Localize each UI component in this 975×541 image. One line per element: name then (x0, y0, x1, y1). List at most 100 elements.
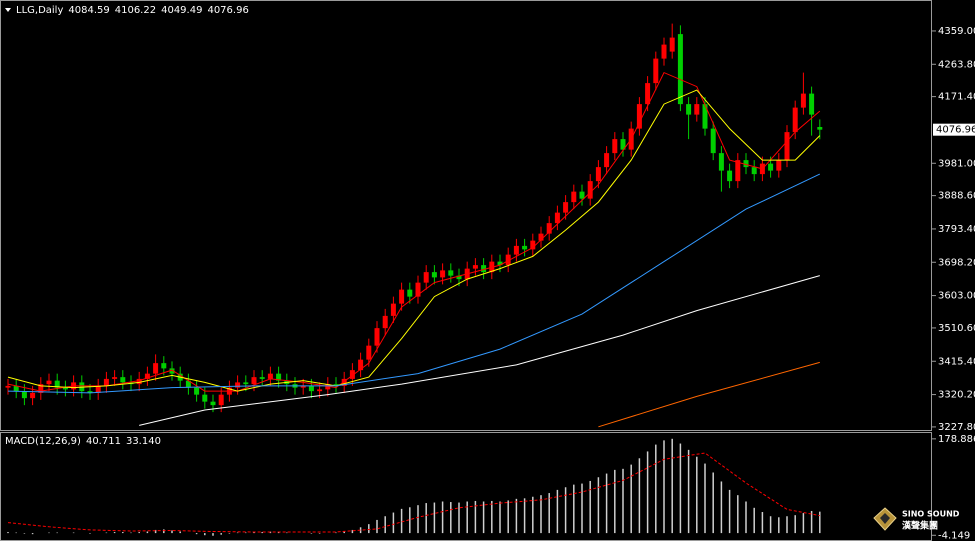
y-tick-label: 3603.00 (938, 291, 975, 302)
candle-body (415, 282, 421, 297)
candle-body (349, 370, 355, 379)
y-tick-label: 3793.40 (938, 224, 975, 235)
candle-body (54, 380, 60, 388)
y-tick-label: 178.886 (938, 434, 975, 445)
candle-body (522, 245, 528, 250)
candle-body (87, 391, 93, 393)
candle-body (505, 254, 511, 266)
candle-body (382, 315, 388, 329)
current-price-label: 4076.96 (936, 125, 975, 136)
candle-body (472, 265, 478, 269)
candle-body (727, 170, 733, 182)
candle-body (448, 270, 454, 276)
candle-body (563, 202, 569, 213)
candle-body (46, 380, 52, 385)
candle-body (743, 160, 749, 168)
candle-body (399, 289, 405, 304)
candle-body (702, 104, 708, 129)
candle-body (751, 167, 757, 175)
candle-body (374, 328, 380, 346)
candle-body (669, 37, 675, 52)
candle-body (768, 163, 774, 171)
candle-body (571, 191, 577, 203)
candle-body (358, 359, 364, 371)
candle-body (579, 191, 585, 199)
symbol-title: LLG,Daily (16, 5, 63, 16)
y-tick-label: 3227.80 (938, 422, 975, 433)
candle-body (800, 93, 806, 108)
candle-body (497, 261, 503, 266)
candle-body (604, 153, 610, 168)
candle-body (595, 167, 601, 182)
candle-body (276, 373, 282, 381)
candle-body (677, 34, 683, 105)
moving-average-line (7, 71, 821, 392)
candle-body (612, 139, 618, 154)
candle-body (587, 181, 593, 199)
y-tick-label: 4263.80 (938, 59, 975, 70)
y-tick-label: 4171.40 (938, 92, 975, 103)
candle-body (62, 387, 68, 390)
candle-body (431, 272, 437, 278)
y-tick-label: 3698.20 (938, 257, 975, 268)
candle-body (809, 93, 815, 115)
logo-brand: SINO SOUND (902, 510, 960, 519)
candle-body (185, 380, 191, 388)
candle-body (259, 377, 265, 379)
candle-body (300, 385, 306, 388)
candle-body (251, 377, 257, 385)
candle-body (440, 270, 446, 278)
candle-body (5, 385, 11, 388)
candle-body (194, 387, 200, 395)
y-tick-label: 3981.00 (938, 158, 975, 169)
y-tick-label: 3510.60 (938, 323, 975, 334)
candle-body (120, 377, 126, 383)
open-readout: 4084.59 (68, 5, 109, 16)
candle-body (481, 265, 487, 273)
high-readout: 4106.22 (115, 5, 156, 16)
candle-body (390, 303, 396, 316)
candle-body (513, 245, 519, 255)
y-tick-label: -4.149 (938, 530, 970, 541)
candle-body (710, 128, 716, 154)
candle-body (267, 373, 273, 379)
candle-body (546, 223, 552, 234)
candle-body (817, 127, 823, 130)
candle-body (243, 382, 249, 385)
moving-average-line (7, 89, 821, 392)
candle-body (776, 160, 782, 171)
candle-body (169, 368, 175, 374)
candle-body (341, 378, 347, 386)
macd-header: MACD(12,26,9) 40.711 33.140 (5, 436, 161, 447)
candle-body (735, 160, 741, 182)
moving-average-line (7, 173, 821, 394)
signal-readout: 33.140 (126, 436, 161, 447)
candle-body (112, 377, 118, 379)
candle-body (718, 153, 724, 171)
candle-body (308, 385, 314, 392)
logo-icon-inner (880, 513, 890, 524)
candle-body (784, 132, 790, 161)
menu-triangle (5, 8, 11, 12)
candle-body (38, 384, 44, 393)
current-price-box (933, 123, 975, 136)
candle-body (661, 44, 667, 59)
main-panel-frame (0, 0, 932, 431)
macd-readout: 40.711 (86, 436, 121, 447)
candle-body (210, 401, 216, 406)
candle-body (530, 240, 536, 250)
moving-average-line (139, 275, 820, 426)
candle-body (636, 104, 642, 129)
signal-line (7, 452, 820, 533)
candle-body (161, 363, 167, 369)
candle-body (202, 394, 208, 402)
candle-body (423, 272, 429, 283)
candle-body (333, 384, 339, 386)
y-tick-label: 3320.20 (938, 390, 975, 401)
symbol-header: LLG,Daily 4084.59 4106.22 4049.49 4076.96 (16, 5, 249, 16)
candle-body (317, 389, 323, 392)
candle-body (144, 373, 150, 379)
candle-body (456, 275, 462, 280)
